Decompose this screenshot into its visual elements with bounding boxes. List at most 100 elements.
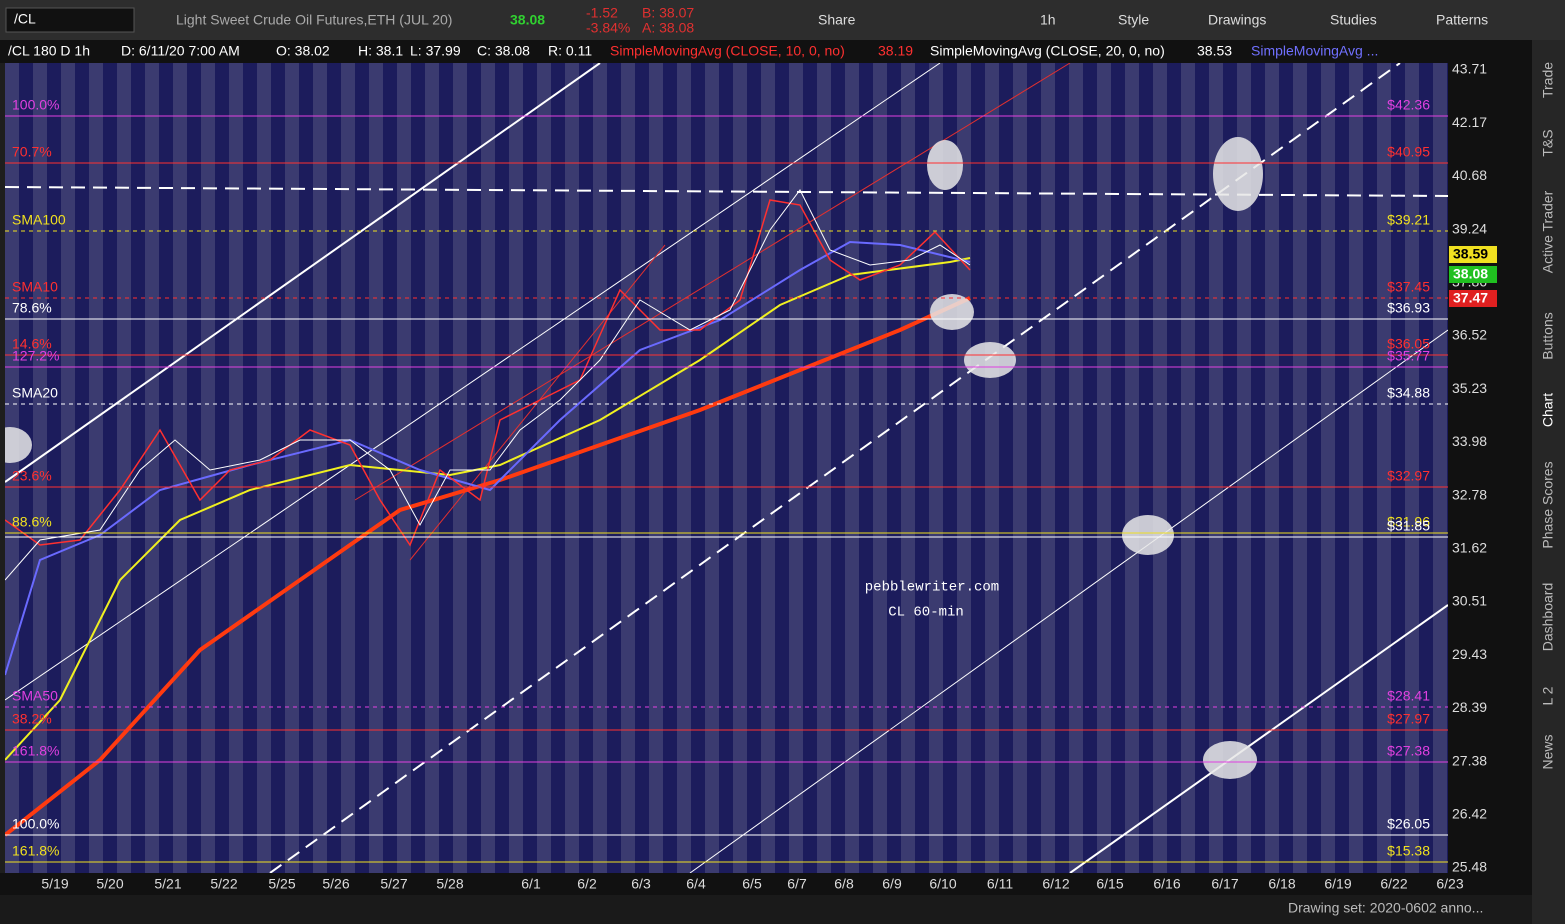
ask: A: 38.08 bbox=[642, 20, 694, 36]
header-item: /CL 180 D 1h bbox=[8, 43, 90, 59]
date-label: 6/15 bbox=[1096, 876, 1123, 892]
price-line bbox=[5, 199, 971, 547]
study-name: SimpleMovingAvg ... bbox=[1251, 43, 1378, 59]
toolbar-button[interactable]: Style bbox=[1118, 12, 1149, 28]
level-label: 127.2% bbox=[12, 348, 59, 364]
sidebar-tab[interactable]: Chart bbox=[1540, 393, 1556, 427]
level-price: $32.97 bbox=[1387, 468, 1430, 484]
date-label: 6/7 bbox=[787, 876, 807, 892]
date-label: 6/10 bbox=[929, 876, 956, 892]
change: -1.52 bbox=[586, 5, 618, 21]
price-label: 30.51 bbox=[1452, 593, 1487, 609]
header-item: R: 0.11 bbox=[548, 43, 592, 59]
level-label: 38.2% bbox=[12, 711, 52, 727]
price-label: 26.42 bbox=[1452, 806, 1487, 822]
symbol-box[interactable] bbox=[5, 7, 135, 33]
price-badge bbox=[1449, 266, 1497, 283]
price-label: 42.17 bbox=[1452, 114, 1487, 130]
time-axis bbox=[0, 873, 1448, 895]
date-label: 5/21 bbox=[154, 876, 181, 892]
date-label: 6/8 bbox=[834, 876, 854, 892]
date-label: 5/27 bbox=[380, 876, 407, 892]
sidebar-tab[interactable]: Phase Scores bbox=[1540, 461, 1556, 548]
highlight bbox=[1122, 515, 1174, 555]
price-badge-text: 38.59 bbox=[1453, 246, 1488, 262]
level-price: $39.21 bbox=[1387, 212, 1430, 228]
sidebar-tab[interactable]: L 2 bbox=[1540, 686, 1556, 705]
level-label: 100.0% bbox=[12, 97, 59, 113]
sidebar-tab[interactable]: Buttons bbox=[1540, 312, 1556, 359]
level-label: 161.8% bbox=[12, 843, 59, 859]
header-item: C: 38.08 bbox=[477, 43, 530, 59]
price-label: 36.52 bbox=[1452, 327, 1487, 343]
date-label: 5/26 bbox=[322, 876, 349, 892]
trendline bbox=[269, 63, 1401, 873]
trendline bbox=[5, 63, 601, 483]
watermark: pebblewriter.com bbox=[865, 580, 999, 596]
plot-layer bbox=[5, 63, 1448, 873]
price-label: 43.71 bbox=[1452, 61, 1487, 77]
last-price: 38.08 bbox=[510, 12, 545, 28]
level-price: $36.05 bbox=[1387, 336, 1430, 352]
toolbar-button[interactable]: Drawings bbox=[1208, 12, 1266, 28]
study-value: 38.53 bbox=[1197, 43, 1232, 59]
price-badge bbox=[1449, 246, 1497, 263]
price-label: 31.62 bbox=[1452, 540, 1487, 556]
level-price: $28.41 bbox=[1387, 688, 1430, 704]
price-label: 40.68 bbox=[1452, 167, 1487, 183]
date-label: 6/11 bbox=[987, 876, 1013, 892]
change-pct: -3.84% bbox=[586, 20, 630, 36]
toolbar-button[interactable]: Studies bbox=[1330, 12, 1377, 28]
level-label: SMA10 bbox=[12, 279, 58, 295]
sidebar-tab[interactable]: Dashboard bbox=[1540, 583, 1556, 652]
level-price: $31.96 bbox=[1387, 514, 1430, 530]
toolbar bbox=[0, 0, 1565, 40]
date-label: 6/5 bbox=[742, 876, 762, 892]
trendline bbox=[1069, 604, 1448, 873]
sidebar bbox=[1532, 40, 1565, 924]
price-badge-text: 37.47 bbox=[1453, 290, 1488, 306]
price-badge-text: 38.08 bbox=[1453, 266, 1488, 282]
study-value: 38.19 bbox=[878, 43, 913, 59]
level-label: 78.6% bbox=[12, 300, 52, 316]
sidebar-tab[interactable]: Active Trader bbox=[1540, 190, 1556, 273]
bid: B: 38.07 bbox=[642, 5, 694, 21]
toolbar-button[interactable]: Patterns bbox=[1436, 12, 1488, 28]
study-name: SimpleMovingAvg (CLOSE, 10, 0, no) bbox=[610, 43, 845, 59]
level-price: $27.38 bbox=[1387, 743, 1430, 759]
sidebar-tab[interactable]: News bbox=[1540, 734, 1556, 769]
highlight bbox=[927, 140, 963, 190]
toolbar-button[interactable]: 1h bbox=[1040, 12, 1056, 28]
highlight bbox=[5, 427, 32, 463]
highlight bbox=[930, 294, 974, 330]
header-item: L: 37.99 bbox=[410, 43, 461, 59]
price-label: 33.98 bbox=[1452, 433, 1487, 449]
date-label: 5/25 bbox=[268, 876, 295, 892]
plot-area bbox=[5, 63, 1448, 873]
level-label: SMA20 bbox=[12, 385, 58, 401]
date-label: 6/12 bbox=[1042, 876, 1069, 892]
date-label: 6/2 bbox=[577, 876, 597, 892]
header-item: O: 38.02 bbox=[276, 43, 330, 59]
date-label: 6/23 bbox=[1436, 876, 1463, 892]
sidebar-tab[interactable]: Trade bbox=[1540, 62, 1556, 98]
sidebar-tab[interactable]: T&S bbox=[1540, 129, 1556, 156]
date-label: 5/19 bbox=[41, 876, 68, 892]
header-item: H: 38.1 bbox=[358, 43, 403, 59]
date-label: 6/16 bbox=[1153, 876, 1180, 892]
date-label: 5/28 bbox=[436, 876, 463, 892]
toolbar-button[interactable]: Share bbox=[818, 12, 856, 28]
price-badge bbox=[1449, 290, 1497, 307]
date-label: 5/20 bbox=[96, 876, 123, 892]
symbol[interactable]: /CL bbox=[14, 11, 36, 27]
study-name: SimpleMovingAvg (CLOSE, 20, 0, no) bbox=[930, 43, 1165, 59]
level-label: 88.6% bbox=[12, 514, 52, 530]
date-label: 6/22 bbox=[1380, 876, 1407, 892]
price-label: 28.39 bbox=[1452, 699, 1487, 715]
level-label: SMA50 bbox=[12, 688, 58, 704]
date-label: 5/22 bbox=[210, 876, 237, 892]
date-label: 6/18 bbox=[1268, 876, 1295, 892]
level-label: SMA100 bbox=[12, 212, 66, 228]
header-item: D: 6/11/20 7:00 AM bbox=[121, 43, 240, 59]
level-price: $35.77 bbox=[1387, 348, 1430, 364]
